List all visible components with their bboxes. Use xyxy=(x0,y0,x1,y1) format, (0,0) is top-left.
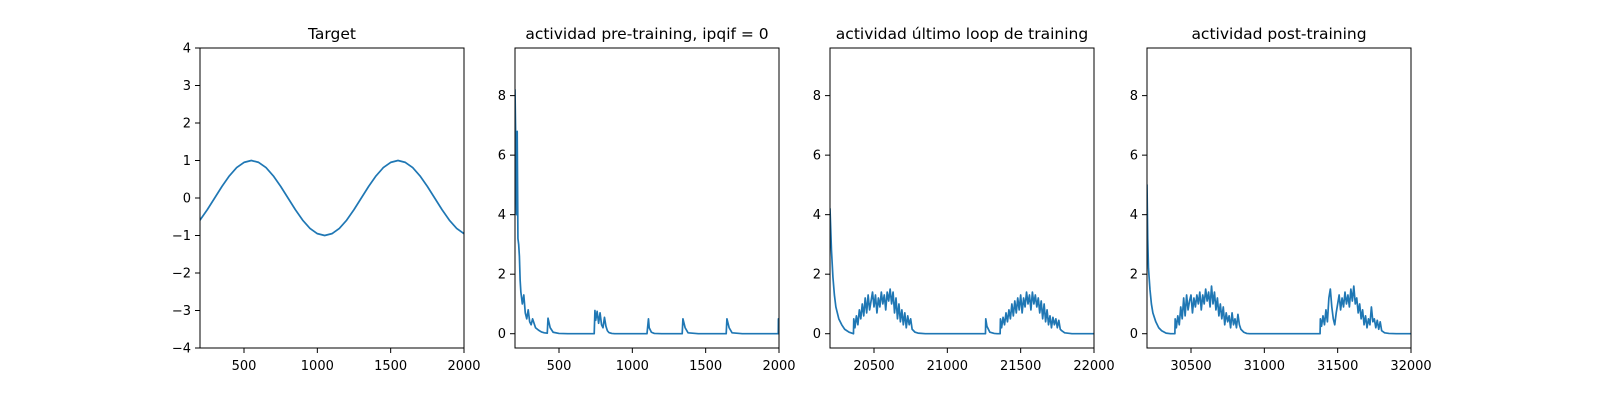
x-tick-label: 20500 xyxy=(853,359,894,374)
subplot-4: 30500 31000 31500 32000 0 2 4 6 8 actividad post-… xyxy=(1130,25,1432,374)
axes-frame xyxy=(1146,47,1412,349)
x-tick-label: 22000 xyxy=(1073,359,1114,374)
y-tick-label: 2 xyxy=(1130,268,1138,283)
series-line-1-1 xyxy=(200,159,464,237)
y-tick-label: −2 xyxy=(172,267,191,282)
y-tick-label: 8 xyxy=(1130,89,1138,104)
y-tick-label: 4 xyxy=(498,208,506,223)
series-line-2-1 xyxy=(515,88,779,335)
y-tick-label: 4 xyxy=(1130,208,1138,223)
y-tick-label: 0 xyxy=(1130,327,1138,342)
subplot-2: 500 1000 1500 2000 0 2 4 6 8 actividad pre-traini… xyxy=(498,25,796,374)
y-tick-label: 4 xyxy=(183,42,191,57)
axes-frame xyxy=(514,47,780,349)
series-line-3-1 xyxy=(830,207,1094,335)
x-tick-label: 1000 xyxy=(301,359,334,374)
y-tick-label: 1 xyxy=(183,154,191,169)
y-tick-label: 2 xyxy=(813,268,821,283)
y-tick-label: 8 xyxy=(498,89,506,104)
y-tick-label: 0 xyxy=(498,327,506,342)
y-tick-label: −1 xyxy=(172,229,191,244)
y-tick-label: 4 xyxy=(813,208,821,223)
x-tick-label: 1500 xyxy=(689,359,722,374)
y-tick-label: −3 xyxy=(172,304,191,319)
y-tick-label: 0 xyxy=(813,327,821,342)
y-tick-label: 2 xyxy=(183,117,191,132)
x-tick-label: 31500 xyxy=(1317,359,1358,374)
subplot-title: actividad pre-training, ipqif = 0 xyxy=(525,25,768,43)
y-tick-label: 2 xyxy=(498,268,506,283)
x-tick-label: 31000 xyxy=(1244,359,1285,374)
y-tick-label: 8 xyxy=(813,89,821,104)
y-tick-label: 0 xyxy=(183,192,191,207)
x-tick-label: 1500 xyxy=(374,359,407,374)
subplot-title: actividad último loop de training xyxy=(836,25,1088,43)
series-line-4-1 xyxy=(1147,184,1411,335)
y-tick-label: 6 xyxy=(813,149,821,164)
axes-frame xyxy=(829,47,1095,349)
x-tick-label: 32000 xyxy=(1390,359,1431,374)
x-tick-label: 21000 xyxy=(927,359,968,374)
x-tick-label: 2000 xyxy=(447,359,480,374)
y-tick-label: 6 xyxy=(1130,149,1138,164)
subplot-3: 20500 21000 21500 22000 0 2 4 6 8 actividad últim… xyxy=(813,25,1115,374)
x-tick-label: 2000 xyxy=(762,359,795,374)
subplot-1: 500 1000 1500 2000 −4 −3 −2 −1 0 1 2 3 4 Target xyxy=(172,25,481,374)
subplot-title: actividad post-training xyxy=(1191,25,1366,43)
x-tick-label: 500 xyxy=(547,359,572,374)
x-tick-label: 1000 xyxy=(616,359,649,374)
y-tick-label: 3 xyxy=(183,79,191,94)
x-tick-label: 500 xyxy=(232,359,257,374)
x-tick-label: 30500 xyxy=(1170,359,1211,374)
x-tick-label: 21500 xyxy=(1000,359,1041,374)
y-tick-label: −4 xyxy=(172,342,191,357)
y-tick-label: 6 xyxy=(498,149,506,164)
subplot-title: Target xyxy=(307,25,356,43)
